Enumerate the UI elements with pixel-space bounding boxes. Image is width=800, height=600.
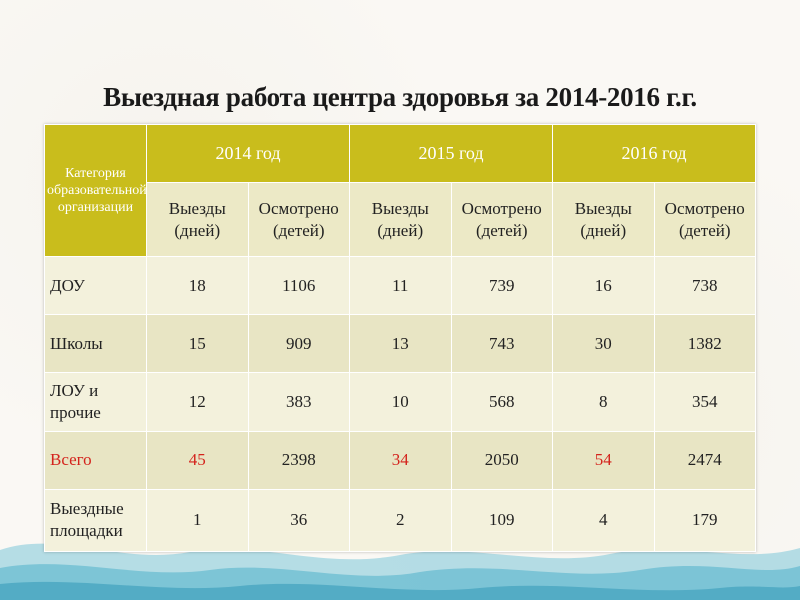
table-cell: 54 — [552, 430, 655, 490]
table-cell: 739 — [450, 255, 553, 316]
table-cell: 383 — [247, 372, 350, 432]
table-cell: 13 — [349, 314, 452, 374]
row-label: Школы — [44, 314, 147, 374]
row-label: Всего — [44, 430, 147, 490]
table-row: ДОУ 18 1106 11 739 16 738 — [44, 255, 756, 316]
row-label: ЛОУ и прочие — [44, 372, 147, 432]
table-cell: 18 — [146, 255, 249, 316]
page-title: Выездная работа центра здоровья за 2014-… — [103, 82, 697, 112]
table-row-total: Всего 45 2398 34 2050 54 2474 — [44, 430, 756, 490]
table-cell: 8 — [552, 372, 655, 432]
table-cell: 2398 — [247, 430, 350, 490]
table-cell: 1 — [146, 488, 249, 553]
table-cell: 1382 — [653, 314, 756, 374]
year-header: 2014 год — [146, 124, 350, 183]
table-cell: 4 — [552, 488, 655, 553]
table-cell: 15 — [146, 314, 249, 374]
table-cell: 179 — [653, 488, 756, 553]
table-cell: 2474 — [653, 430, 756, 490]
table-cell: 743 — [450, 314, 553, 374]
year-header: 2015 год — [349, 124, 553, 183]
sub-header: Выезды (дней) — [349, 182, 452, 257]
sub-header: Осмотрено (детей) — [247, 182, 350, 257]
data-table: Категория образовательной организации 20… — [44, 124, 756, 553]
category-header: Категория образовательной организации — [44, 124, 147, 257]
row-label: Выездные площадки — [44, 488, 147, 553]
table-cell: 11 — [349, 255, 452, 316]
table-cell: 738 — [653, 255, 756, 316]
row-label: ДОУ — [44, 255, 147, 316]
table-cell: 2 — [349, 488, 452, 553]
table-cell: 36 — [247, 488, 350, 553]
sub-header: Выезды (дней) — [552, 182, 655, 257]
table-cell: 354 — [653, 372, 756, 432]
table-cell: 45 — [146, 430, 249, 490]
table-row: ЛОУ и прочие 12 383 10 568 8 354 — [44, 372, 756, 432]
table-cell: 109 — [450, 488, 553, 553]
sub-header: Осмотрено (детей) — [653, 182, 756, 257]
sub-header: Выезды (дней) — [146, 182, 249, 257]
table-cell: 568 — [450, 372, 553, 432]
table-cell: 34 — [349, 430, 452, 490]
table-cell: 909 — [247, 314, 350, 374]
table-cell: 1106 — [247, 255, 350, 316]
year-header: 2016 год — [552, 124, 756, 183]
table-cell: 10 — [349, 372, 452, 432]
table-cell: 12 — [146, 372, 249, 432]
table-cell: 16 — [552, 255, 655, 316]
table-row: Школы 15 909 13 743 30 1382 — [44, 314, 756, 374]
table-row: Выездные площадки 1 36 2 109 4 179 — [44, 488, 756, 553]
table-cell: 30 — [552, 314, 655, 374]
table-cell: 2050 — [450, 430, 553, 490]
decorative-wave — [0, 543, 800, 600]
sub-header: Осмотрено (детей) — [450, 182, 553, 257]
